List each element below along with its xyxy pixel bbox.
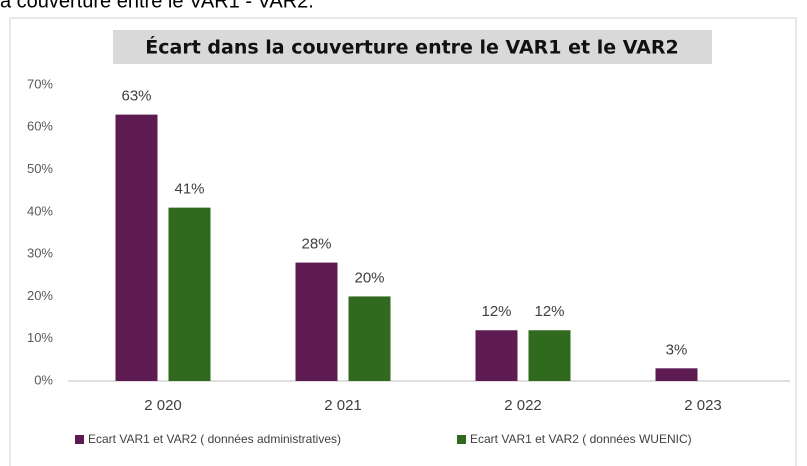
legend-swatch [457, 435, 466, 444]
y-tick-label: 10% [27, 330, 53, 345]
y-tick-label: 60% [27, 119, 53, 134]
data-label: 12% [481, 303, 511, 320]
bar [655, 368, 698, 381]
y-tick-label: 20% [27, 288, 53, 303]
data-label: 41% [174, 181, 204, 198]
data-label: 20% [354, 269, 384, 286]
x-tick-label: 2 022 [504, 397, 542, 414]
legend-label: Ecart VAR1 et VAR2 ( données administrat… [88, 432, 341, 446]
data-label: 28% [301, 236, 331, 253]
x-tick-label: 2 020 [144, 397, 182, 414]
y-tick-label: 0% [34, 372, 53, 387]
y-tick-label: 30% [27, 246, 53, 261]
bar [168, 207, 211, 381]
bar [528, 330, 571, 381]
title-box [113, 30, 712, 64]
y-tick-label: 50% [27, 161, 53, 176]
legend-swatch [75, 435, 84, 444]
data-label: 12% [534, 303, 564, 320]
x-tick-label: 2 023 [684, 397, 722, 414]
data-label: 3% [666, 341, 688, 358]
data-label: 63% [121, 88, 151, 105]
bar [348, 296, 391, 381]
y-tick-label: 70% [27, 76, 53, 91]
y-tick-label: 40% [27, 203, 53, 218]
legend-label: Ecart VAR1 et VAR2 ( données WUENIC) [470, 432, 692, 446]
bar [115, 114, 158, 381]
bar [475, 330, 518, 381]
caption: a couverture entre le VAR1 - VAR2. [0, 0, 314, 12]
x-tick-label: 2 021 [324, 397, 362, 414]
chart-title: Écart dans la couverture entre le VAR1 e… [145, 36, 678, 59]
bar [295, 262, 338, 381]
